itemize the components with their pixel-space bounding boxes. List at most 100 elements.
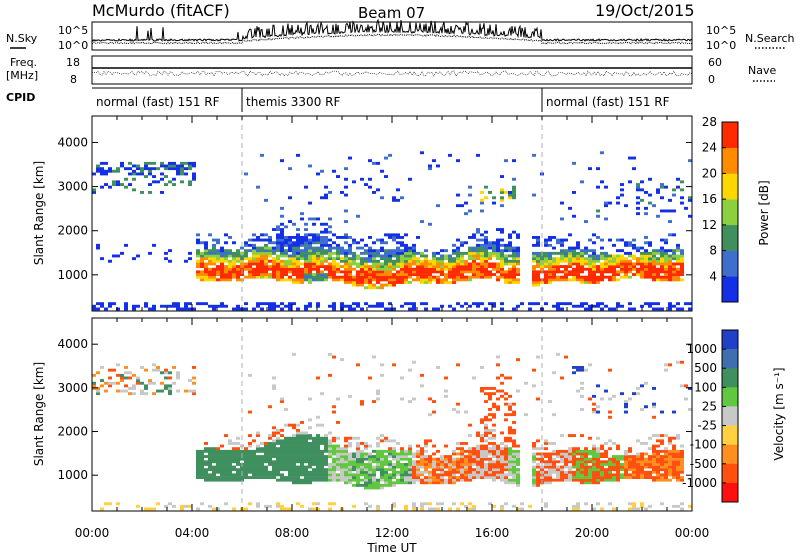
echo-cell [656, 259, 660, 263]
echo-cell [464, 275, 468, 279]
echo-cell [312, 265, 316, 268]
echo-cell [220, 270, 224, 274]
echo-cell [332, 478, 336, 482]
echo-cell [460, 468, 464, 472]
echo-cell [264, 249, 268, 253]
echo-cell [400, 273, 404, 276]
echo-cell [416, 257, 420, 261]
echo-cell [272, 452, 276, 456]
echo-cell [536, 447, 540, 451]
echo-cell [632, 246, 636, 250]
echo-cell [244, 455, 248, 458]
echo-cell [404, 273, 408, 276]
echo-cell [668, 198, 672, 202]
echo-cell [308, 273, 312, 276]
echo-cell [348, 273, 352, 276]
echo-cell [280, 457, 284, 461]
echo-cell [456, 159, 460, 163]
echo-cell [452, 243, 456, 247]
echo-cell [500, 302, 504, 306]
echo-cell [432, 465, 436, 469]
echo-cell [608, 415, 612, 419]
echo-cell [532, 251, 536, 255]
echo-cell [564, 355, 568, 359]
echo-cell [676, 275, 680, 279]
echo-cell [372, 283, 376, 287]
echo-cell [656, 302, 660, 306]
echo-cell [588, 452, 592, 456]
echo-cell [232, 275, 236, 279]
echo-cell [192, 366, 196, 369]
echo-cell [228, 457, 232, 461]
echo-cell [500, 504, 504, 508]
echo-cell [412, 481, 416, 485]
echo-cell [592, 270, 596, 274]
echo-cell [452, 273, 456, 276]
echo-cell [236, 463, 240, 466]
nave-trace [91, 70, 693, 77]
echo-cell [460, 257, 464, 261]
echo-cell [444, 444, 448, 448]
echo-cell [100, 172, 104, 176]
echo-cell [552, 257, 556, 261]
echo-cell [348, 265, 352, 268]
echo-cell [92, 307, 96, 311]
echo-cell [192, 307, 196, 311]
echo-cell [504, 259, 508, 263]
echo-cell [308, 249, 312, 253]
echo-cell [368, 270, 372, 274]
echo-cell [516, 463, 520, 466]
echo-cell [648, 254, 652, 258]
echo-cell [324, 265, 328, 268]
echo-cell [588, 249, 592, 253]
echo-cell [400, 449, 404, 453]
echo-cell [484, 434, 488, 437]
echo-cell [504, 278, 508, 282]
echo-cell [588, 273, 592, 276]
echo-cell [580, 381, 584, 385]
echo-cell [592, 463, 596, 466]
echo-cell [292, 476, 296, 479]
echo-cell [308, 442, 312, 445]
echo-cell [496, 278, 500, 282]
echo-cell [344, 439, 348, 443]
echo-cell [592, 410, 596, 414]
echo-cell [280, 504, 284, 508]
echo-cell [584, 281, 588, 284]
echo-cell [504, 273, 508, 276]
echo-cell [324, 241, 328, 245]
echo-cell [672, 455, 676, 458]
echo-cell [256, 473, 260, 477]
echo-cell [492, 442, 496, 445]
echo-cell [500, 507, 504, 511]
echo-cell [472, 251, 476, 255]
echo-cell [220, 476, 224, 479]
echo-cell [556, 267, 560, 271]
echo-cell [572, 246, 576, 250]
echo-cell [572, 214, 576, 218]
echo-cell [256, 455, 260, 458]
echo-cell [96, 164, 100, 168]
y-tick-label: 4000 [57, 337, 88, 351]
echo-cell [392, 465, 396, 469]
echo-cell [592, 449, 596, 453]
echo-cell [160, 191, 164, 194]
echo-cell [296, 257, 300, 261]
echo-cell [168, 387, 172, 390]
echo-cell [328, 265, 332, 268]
echo-cell [564, 265, 568, 268]
echo-cell [148, 251, 152, 255]
echo-cell [148, 161, 152, 165]
echo-cell [628, 473, 632, 477]
echo-cell [652, 251, 656, 255]
echo-cell [332, 463, 336, 466]
echo-cell [580, 408, 584, 411]
echo-cell [500, 381, 504, 385]
echo-cell [232, 257, 236, 261]
echo-cell [324, 444, 328, 448]
echo-cell [356, 478, 360, 482]
echo-cell [512, 193, 516, 197]
echo-cell [640, 254, 644, 258]
echo-cell [308, 281, 312, 284]
echo-cell [496, 389, 500, 393]
